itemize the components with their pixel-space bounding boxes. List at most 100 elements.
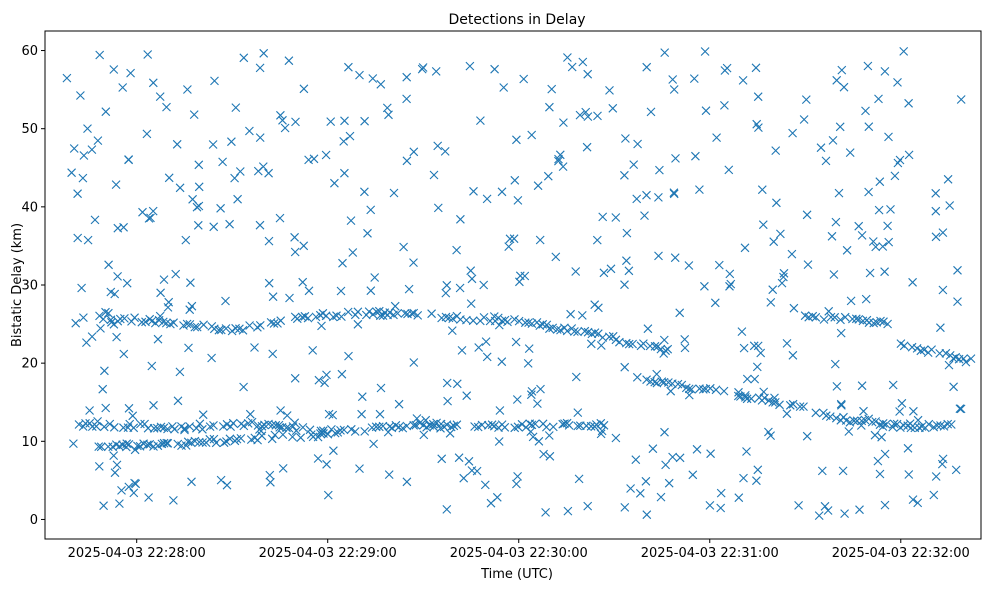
data-point: [837, 400, 846, 410]
data-point: [751, 63, 761, 73]
data-point: [225, 219, 234, 229]
data-point: [548, 422, 558, 432]
data-point: [913, 498, 923, 508]
data-point: [571, 372, 581, 382]
data-point: [429, 422, 439, 432]
data-point: [739, 473, 748, 483]
data-point: [316, 429, 325, 438]
data-point: [877, 432, 886, 442]
data-point: [360, 116, 369, 126]
data-point: [659, 349, 669, 358]
data-point: [838, 466, 848, 476]
data-point: [407, 309, 417, 318]
data-point: [259, 48, 269, 58]
data-point: [596, 341, 606, 350]
data-point: [931, 188, 941, 198]
data-point: [149, 423, 159, 433]
data-point: [390, 301, 400, 311]
data-point: [635, 488, 645, 498]
data-point: [725, 269, 735, 279]
data-point: [775, 400, 784, 410]
data-point: [304, 286, 314, 296]
data-point: [146, 213, 155, 223]
data-point: [513, 422, 523, 432]
data-point: [632, 194, 642, 204]
data-point: [966, 354, 976, 363]
data-point: [474, 343, 484, 352]
data-point: [192, 202, 202, 212]
data-point: [195, 419, 205, 429]
y-tick-label: 60: [21, 44, 38, 59]
data-point: [611, 433, 621, 443]
data-point: [171, 269, 181, 279]
data-point: [733, 391, 743, 401]
data-point: [402, 477, 412, 487]
data-point: [79, 151, 89, 160]
data-point: [412, 414, 422, 423]
data-point: [466, 266, 476, 276]
data-point: [255, 133, 265, 142]
data-point: [620, 280, 629, 290]
data-point: [876, 316, 885, 326]
data-point: [808, 311, 818, 321]
data-point: [664, 478, 674, 488]
data-point: [842, 245, 852, 255]
data-point: [452, 420, 462, 430]
data-point: [832, 382, 842, 391]
data-point: [340, 168, 349, 178]
data-point: [829, 270, 839, 279]
data-point: [594, 303, 603, 313]
data-point: [626, 484, 635, 493]
data-point: [692, 444, 702, 454]
data-point: [338, 258, 347, 268]
data-point: [288, 432, 297, 442]
data-point: [107, 317, 116, 327]
data-point: [587, 329, 597, 339]
data-point: [193, 220, 203, 230]
data-point: [955, 404, 965, 414]
data-point: [543, 171, 553, 181]
data-point: [375, 409, 385, 419]
data-point: [519, 74, 529, 84]
data-point: [149, 400, 158, 410]
data-point: [878, 242, 888, 251]
data-point: [73, 233, 83, 243]
data-point: [192, 322, 202, 332]
data-point: [369, 439, 378, 449]
data-point: [457, 346, 467, 355]
data-point: [344, 62, 353, 72]
data-point: [205, 434, 215, 444]
data-point: [759, 387, 769, 397]
data-point: [216, 325, 226, 335]
data-point: [216, 203, 225, 213]
data-point: [802, 431, 812, 441]
data-point: [221, 296, 230, 306]
data-point: [753, 341, 763, 351]
data-point: [480, 480, 490, 490]
data-point: [290, 373, 300, 383]
data-point: [109, 422, 119, 432]
data-point: [382, 103, 392, 113]
data-point: [840, 509, 849, 518]
data-point: [907, 342, 917, 352]
data-point: [384, 110, 393, 120]
data-point: [726, 279, 736, 289]
data-point: [908, 277, 917, 287]
data-point: [156, 422, 166, 432]
data-point: [782, 409, 792, 419]
data-point: [348, 248, 358, 257]
data-point: [238, 325, 248, 335]
data-point: [560, 419, 569, 428]
data-point: [536, 384, 545, 394]
data-point: [831, 413, 841, 423]
data-point: [267, 434, 277, 444]
data-point: [870, 430, 880, 440]
data-point: [184, 343, 193, 353]
data-point: [711, 385, 721, 395]
data-point: [604, 332, 614, 342]
data-point: [680, 343, 690, 353]
data-point: [669, 188, 679, 198]
data-point: [129, 488, 139, 498]
data-point: [443, 396, 452, 406]
data-point: [270, 430, 280, 440]
